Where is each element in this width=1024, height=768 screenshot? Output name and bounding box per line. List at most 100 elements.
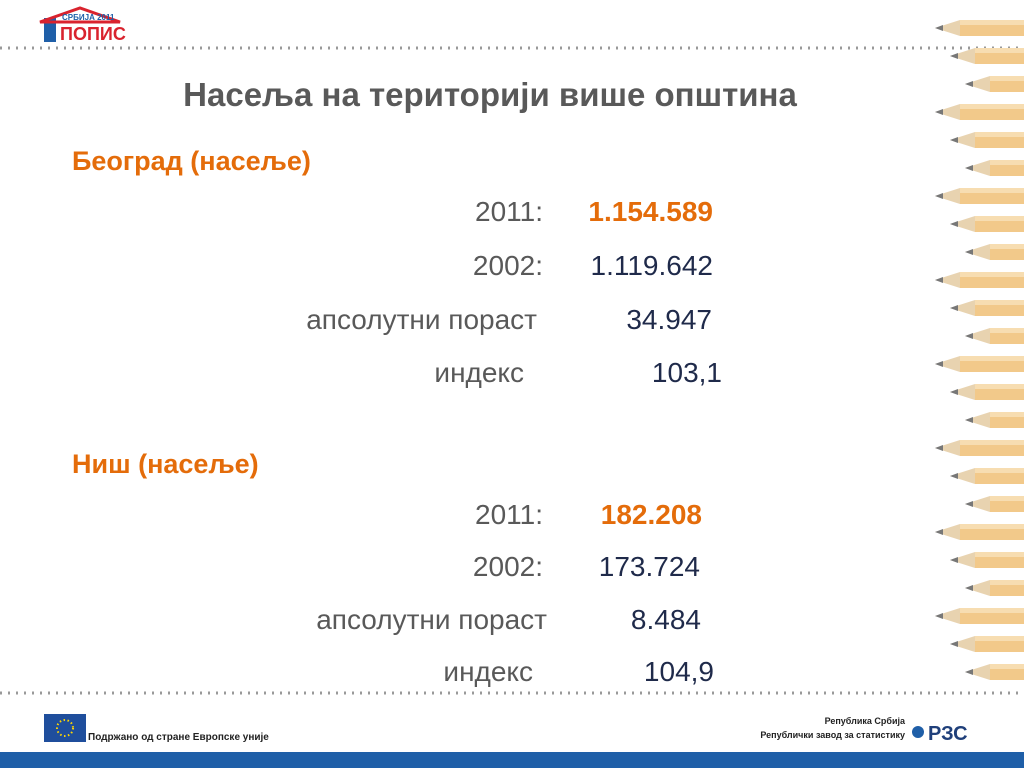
row-label: индекс [434, 357, 524, 388]
pencil-shine [960, 104, 1024, 109]
org-mark [912, 726, 924, 738]
pencil-lead [950, 53, 958, 59]
pencil-shine [975, 132, 1024, 137]
pencil-tip [950, 384, 975, 400]
pencil-lead [965, 165, 973, 171]
pencil-shine [960, 608, 1024, 613]
pencil [965, 76, 1024, 92]
row-value: 103,1 [651, 357, 722, 388]
row-value: 173.724 [598, 551, 700, 582]
pencil-shine [960, 524, 1024, 529]
pencil-lead [965, 249, 973, 255]
pencil-tip [965, 244, 990, 260]
pencil-tip [965, 160, 990, 176]
pencil-shine [975, 384, 1024, 389]
pencil-shine [990, 328, 1024, 333]
pencil [935, 356, 1024, 372]
pencil-shine [975, 552, 1024, 557]
pencil [935, 188, 1024, 204]
logo-word: ПОПИС [60, 24, 126, 44]
pencil-shine [975, 300, 1024, 305]
pencil [965, 160, 1024, 176]
pencil-lead [950, 641, 958, 647]
pencil-shine [975, 216, 1024, 221]
row-label: 2011: [475, 196, 543, 227]
logo-roof [39, 6, 121, 24]
org-logo: РЗС [928, 723, 968, 745]
pencil-shine [960, 356, 1024, 361]
pencil-shine [990, 244, 1024, 249]
pencil-shine [990, 496, 1024, 501]
pencil-lead [950, 473, 958, 479]
pencil [950, 384, 1024, 400]
pencil-tip [950, 300, 975, 316]
pencil-lead [935, 529, 943, 535]
pencil-tip [950, 216, 975, 232]
row-label: 2002: [472, 250, 543, 281]
pencil-lead [935, 445, 943, 451]
row-label: индекс [443, 656, 533, 687]
pencil-shine [960, 272, 1024, 277]
pencil-tip [935, 524, 960, 540]
row-value: 104,9 [643, 656, 714, 687]
pencil-shine [990, 160, 1024, 165]
pencil-tip [935, 608, 960, 624]
pencil [965, 244, 1024, 260]
pencil-lead [965, 585, 973, 591]
pencil-lead [935, 109, 943, 115]
pencil-shine [975, 48, 1024, 53]
title: Насеља на територији више општина [183, 76, 797, 113]
logo-top: СРБИЈА 2011 [62, 13, 115, 22]
pencil-shine [975, 468, 1024, 473]
pencil [935, 524, 1024, 540]
pencil [935, 440, 1024, 456]
pencil-tip [965, 412, 990, 428]
pencil-tip [935, 440, 960, 456]
pencil [935, 20, 1024, 36]
pencil [950, 636, 1024, 652]
row-value: 34.947 [626, 304, 712, 335]
row-label: 2002: [472, 551, 543, 582]
pencil [935, 104, 1024, 120]
section-heading: Београд (насеље) [72, 146, 311, 176]
pencil-tip [935, 20, 960, 36]
pencil-tip [965, 580, 990, 596]
section-heading: Ниш (насеље) [72, 449, 259, 479]
pencil-tip [935, 272, 960, 288]
pencil-lead [950, 221, 958, 227]
pencil-lead [965, 669, 973, 675]
pencil-shine [990, 412, 1024, 417]
pencil-tip [950, 48, 975, 64]
pencil-tip [950, 132, 975, 148]
pencil-lead [935, 613, 943, 619]
pencil-lead [965, 81, 973, 87]
eu-stars [56, 719, 74, 737]
pencil [965, 580, 1024, 596]
row-label: апсолутни пораст [316, 604, 547, 635]
row-value: 182.208 [600, 499, 702, 530]
pencil [950, 468, 1024, 484]
pencil-tip [965, 496, 990, 512]
row-value: 1.119.642 [590, 250, 714, 281]
pencil [965, 664, 1024, 680]
pencil-shine [975, 636, 1024, 641]
pencil-shine [990, 580, 1024, 585]
org-line: Републички завод за статистику [760, 730, 905, 740]
row-value: 1.154.589 [588, 196, 713, 227]
pencil-lead [950, 557, 958, 563]
pencil-shine [990, 76, 1024, 81]
pencil-lead [965, 501, 973, 507]
pencil [950, 48, 1024, 64]
pencil [950, 300, 1024, 316]
pencil [935, 272, 1024, 288]
pencil-lead [950, 389, 958, 395]
pencil-tip [965, 76, 990, 92]
pencil [965, 328, 1024, 344]
pencil-shine [960, 188, 1024, 193]
pencil-tip [935, 356, 960, 372]
row-value: 8.484 [630, 604, 701, 635]
logo-icon [44, 18, 56, 42]
pencil [950, 132, 1024, 148]
pencil-shine [960, 20, 1024, 25]
